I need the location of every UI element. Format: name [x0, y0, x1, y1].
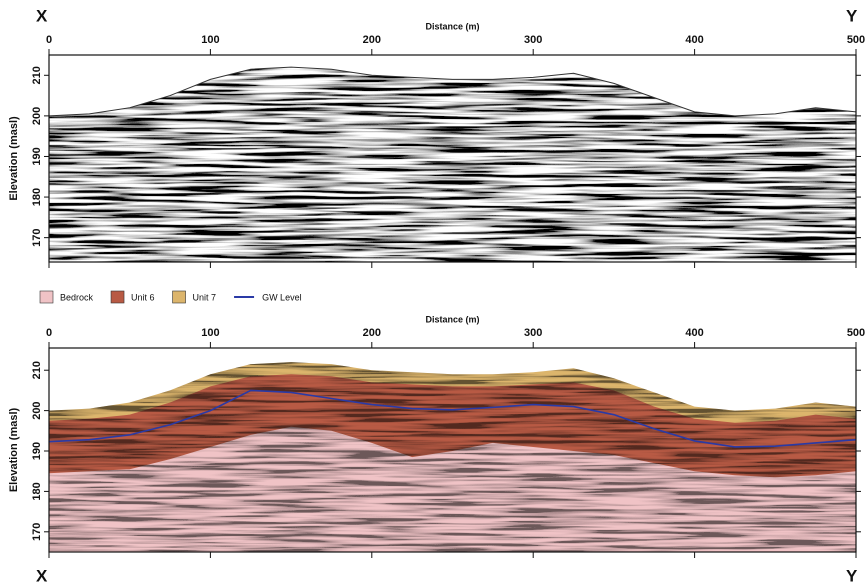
x-tick-label: 400	[685, 327, 703, 339]
y-tick-label: 200	[31, 401, 43, 419]
corner-label: Y	[846, 566, 858, 585]
x-tick-label: 200	[363, 34, 381, 46]
gw-line	[48, 389, 857, 448]
y-axis-title: Elevation (masl)	[8, 407, 20, 492]
ground-surface	[48, 66, 857, 117]
x-tick-label: 0	[46, 327, 52, 339]
y-tick-label: 170	[31, 228, 43, 246]
legend-label: Bedrock	[60, 292, 94, 302]
x-axis-title: Distance (m)	[425, 314, 479, 324]
x-tick-label: 200	[363, 327, 381, 339]
corner-label: X	[36, 6, 48, 25]
legend-label: Unit 7	[193, 292, 217, 302]
y-tick-label: 180	[31, 188, 43, 206]
legend-label: GW Level	[262, 292, 302, 302]
plot-frame	[48, 347, 857, 553]
corner-label: Y	[846, 6, 858, 25]
corner-label: X	[36, 566, 48, 585]
legend-swatch	[110, 290, 125, 304]
x-tick-label: 400	[685, 34, 703, 46]
x-tick-label: 100	[201, 34, 219, 46]
x-tick-label: 500	[847, 34, 865, 46]
y-tick-label: 210	[31, 361, 43, 379]
x-tick-label: 100	[201, 327, 219, 339]
radar-texture	[49, 67, 856, 262]
plot-frame	[48, 54, 857, 263]
legend-label: Unit 6	[131, 292, 155, 302]
x-tick-label: 300	[524, 327, 542, 339]
y-tick-label: 200	[31, 107, 43, 125]
y-tick-label: 170	[31, 523, 43, 541]
radar-texture	[49, 362, 856, 552]
legend-swatch	[172, 290, 186, 304]
y-tick-label: 190	[31, 147, 43, 165]
x-tick-label: 500	[847, 327, 865, 339]
legend-swatch	[39, 290, 54, 304]
x-axis-title: Distance (m)	[425, 21, 479, 31]
y-tick-label: 210	[31, 66, 43, 84]
y-axis-title: Elevation (masl)	[8, 116, 20, 201]
x-tick-label: 300	[524, 34, 542, 46]
y-tick-label: 190	[31, 442, 43, 460]
x-tick-label: 0	[46, 34, 52, 46]
y-tick-label: 180	[31, 482, 43, 500]
